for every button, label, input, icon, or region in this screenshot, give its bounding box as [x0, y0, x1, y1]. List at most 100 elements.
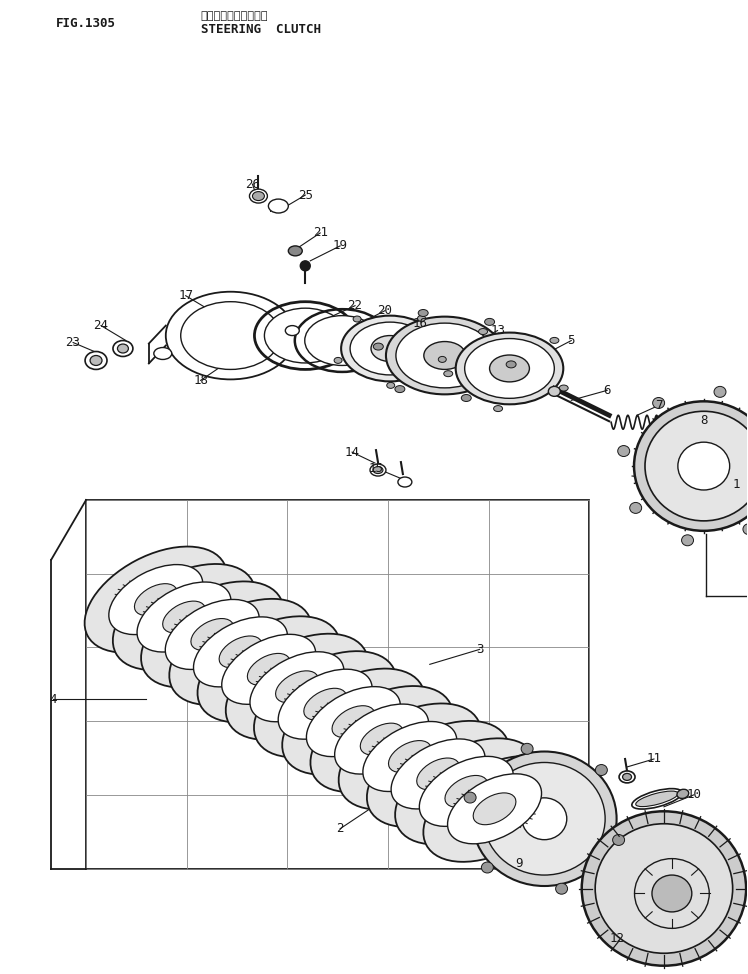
Ellipse shape: [417, 316, 426, 321]
Ellipse shape: [141, 581, 283, 688]
Ellipse shape: [652, 875, 692, 912]
Text: 13: 13: [490, 324, 505, 337]
Ellipse shape: [634, 401, 748, 531]
Ellipse shape: [438, 356, 447, 362]
Text: 5: 5: [568, 334, 575, 347]
Text: 17: 17: [178, 289, 193, 302]
Ellipse shape: [473, 793, 516, 825]
Text: 6: 6: [604, 384, 611, 396]
Text: 2: 2: [337, 822, 344, 836]
Text: 8: 8: [700, 414, 708, 427]
Ellipse shape: [424, 342, 466, 369]
Ellipse shape: [334, 357, 342, 363]
Ellipse shape: [85, 352, 107, 369]
Ellipse shape: [482, 862, 494, 873]
Ellipse shape: [113, 341, 133, 356]
Text: ステアリングクラッチ: ステアリングクラッチ: [200, 11, 268, 20]
Ellipse shape: [371, 336, 409, 361]
Ellipse shape: [556, 883, 568, 894]
Ellipse shape: [307, 687, 400, 757]
Ellipse shape: [420, 757, 513, 826]
Ellipse shape: [334, 704, 429, 774]
Ellipse shape: [447, 773, 542, 843]
Ellipse shape: [618, 445, 630, 457]
Text: 16: 16: [412, 318, 427, 330]
Text: 15: 15: [369, 462, 384, 474]
Text: 21: 21: [313, 226, 328, 240]
Ellipse shape: [582, 811, 746, 965]
Ellipse shape: [250, 652, 344, 722]
Ellipse shape: [304, 689, 346, 720]
Ellipse shape: [506, 361, 516, 368]
Text: 22: 22: [348, 299, 363, 313]
Ellipse shape: [395, 738, 538, 844]
Ellipse shape: [465, 339, 554, 398]
Ellipse shape: [560, 385, 568, 391]
Ellipse shape: [396, 323, 494, 388]
Ellipse shape: [85, 546, 227, 653]
Ellipse shape: [681, 535, 693, 545]
Ellipse shape: [254, 652, 396, 757]
Ellipse shape: [350, 322, 430, 375]
Text: 10: 10: [687, 788, 702, 802]
Ellipse shape: [395, 386, 405, 393]
Ellipse shape: [490, 355, 530, 382]
Ellipse shape: [226, 634, 368, 740]
Text: STEERING  CLUTCH: STEERING CLUTCH: [200, 23, 321, 36]
Ellipse shape: [278, 669, 373, 739]
Ellipse shape: [361, 723, 403, 755]
Ellipse shape: [548, 387, 560, 396]
Ellipse shape: [444, 371, 453, 377]
Ellipse shape: [370, 464, 386, 476]
Ellipse shape: [367, 721, 509, 827]
Ellipse shape: [445, 775, 488, 807]
Ellipse shape: [135, 583, 177, 616]
Ellipse shape: [269, 199, 288, 213]
Ellipse shape: [288, 245, 302, 256]
Text: 9: 9: [515, 857, 523, 870]
Ellipse shape: [418, 310, 428, 317]
Ellipse shape: [472, 752, 616, 886]
Text: 18: 18: [193, 374, 208, 387]
Ellipse shape: [90, 356, 102, 365]
Text: 1: 1: [733, 477, 741, 491]
Ellipse shape: [310, 686, 453, 792]
Ellipse shape: [341, 316, 439, 382]
Ellipse shape: [181, 302, 280, 369]
Ellipse shape: [522, 798, 567, 840]
Ellipse shape: [391, 739, 485, 809]
Ellipse shape: [285, 325, 299, 336]
Ellipse shape: [622, 773, 631, 780]
Ellipse shape: [264, 308, 346, 363]
Ellipse shape: [162, 601, 206, 633]
Ellipse shape: [619, 771, 635, 783]
Ellipse shape: [484, 763, 605, 875]
Text: 12: 12: [610, 932, 625, 945]
Ellipse shape: [113, 564, 255, 670]
Text: 25: 25: [298, 189, 313, 202]
Ellipse shape: [423, 756, 565, 862]
Ellipse shape: [653, 397, 665, 408]
Ellipse shape: [221, 634, 316, 704]
Text: 4: 4: [49, 693, 57, 706]
Text: 14: 14: [345, 446, 360, 459]
Text: 7: 7: [655, 398, 663, 412]
Ellipse shape: [462, 394, 471, 401]
Ellipse shape: [194, 617, 287, 687]
Ellipse shape: [169, 599, 312, 705]
Ellipse shape: [373, 343, 383, 350]
Ellipse shape: [387, 383, 395, 389]
Ellipse shape: [386, 317, 503, 394]
Ellipse shape: [521, 743, 533, 754]
Ellipse shape: [632, 789, 682, 809]
Ellipse shape: [363, 722, 457, 792]
Ellipse shape: [137, 582, 231, 652]
Text: 24: 24: [94, 319, 108, 332]
Ellipse shape: [388, 740, 432, 772]
Ellipse shape: [417, 758, 459, 790]
Ellipse shape: [456, 332, 563, 404]
Ellipse shape: [248, 654, 290, 686]
Text: 11: 11: [646, 753, 661, 766]
Ellipse shape: [339, 703, 481, 809]
Ellipse shape: [191, 618, 233, 651]
